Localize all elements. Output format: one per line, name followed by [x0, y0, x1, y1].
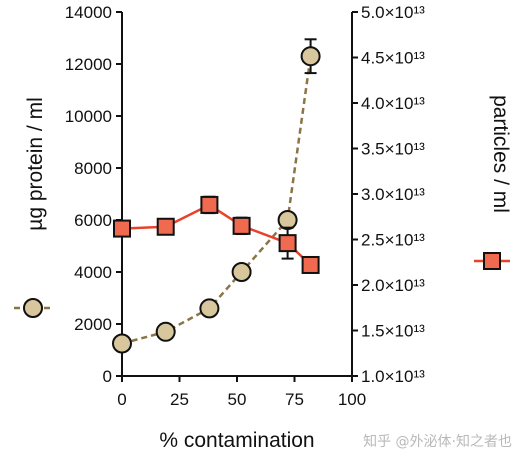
right-y-tick-label: 1.5×10¹³ — [361, 322, 425, 341]
series-0-point — [199, 298, 220, 319]
series-1-point — [278, 234, 297, 253]
series-1-point — [113, 219, 131, 238]
right-y-tick-label: 2.5×10¹³ — [361, 231, 425, 250]
series-1-point — [301, 255, 320, 274]
series-0-line — [121, 56, 312, 345]
series-1-point — [200, 195, 219, 214]
watermark-text: 知乎 @外泌体·知之者也 — [363, 433, 512, 450]
legend-square-series-marker — [483, 252, 501, 270]
left-y-tick-label: 6000 — [74, 211, 112, 230]
series-0-point — [155, 321, 176, 342]
right-y-axis-title: particles / ml — [489, 95, 512, 213]
left-y-tick-label: 14000 — [65, 3, 112, 22]
right-y-tick-label: 1.0×10¹³ — [361, 367, 425, 386]
series-0-point — [277, 210, 298, 230]
right-y-tick-label: 3.0×10¹³ — [361, 185, 425, 204]
left-y-tick-label: 0 — [103, 367, 112, 386]
right-y-tick-label: 2.0×10¹³ — [361, 276, 425, 295]
left-y-tick-label: 8000 — [74, 159, 112, 178]
series-0-point — [112, 333, 132, 354]
right-y-tick-label: 3.5×10¹³ — [361, 140, 425, 159]
legend-circle-series-marker — [23, 298, 43, 318]
x-tick-label: 0 — [117, 390, 126, 409]
left-y-tick-label: 4000 — [74, 263, 112, 282]
series-0-point — [300, 46, 321, 67]
right-y-tick-label: 5.0×10¹³ — [361, 3, 425, 22]
left-y-tick-label: 12000 — [65, 55, 112, 74]
x-tick-label: 50 — [228, 390, 247, 409]
right-y-tick-label: 4.5×10¹³ — [361, 49, 425, 68]
right-y-tick-label: 4.0×10¹³ — [361, 94, 425, 113]
left-y-tick-label: 2000 — [74, 315, 112, 334]
x-axis-title: % contamination — [159, 429, 314, 452]
left-y-tick-label: 10000 — [65, 107, 112, 126]
left-y-axis-title: µg protein / ml — [24, 97, 47, 231]
series-0-point — [231, 262, 252, 282]
series-1-point — [156, 217, 175, 236]
x-tick-label: 100 — [338, 390, 366, 409]
x-tick-label: 25 — [170, 390, 189, 409]
series-1-point — [232, 216, 251, 235]
x-tick-label: 75 — [285, 390, 304, 409]
